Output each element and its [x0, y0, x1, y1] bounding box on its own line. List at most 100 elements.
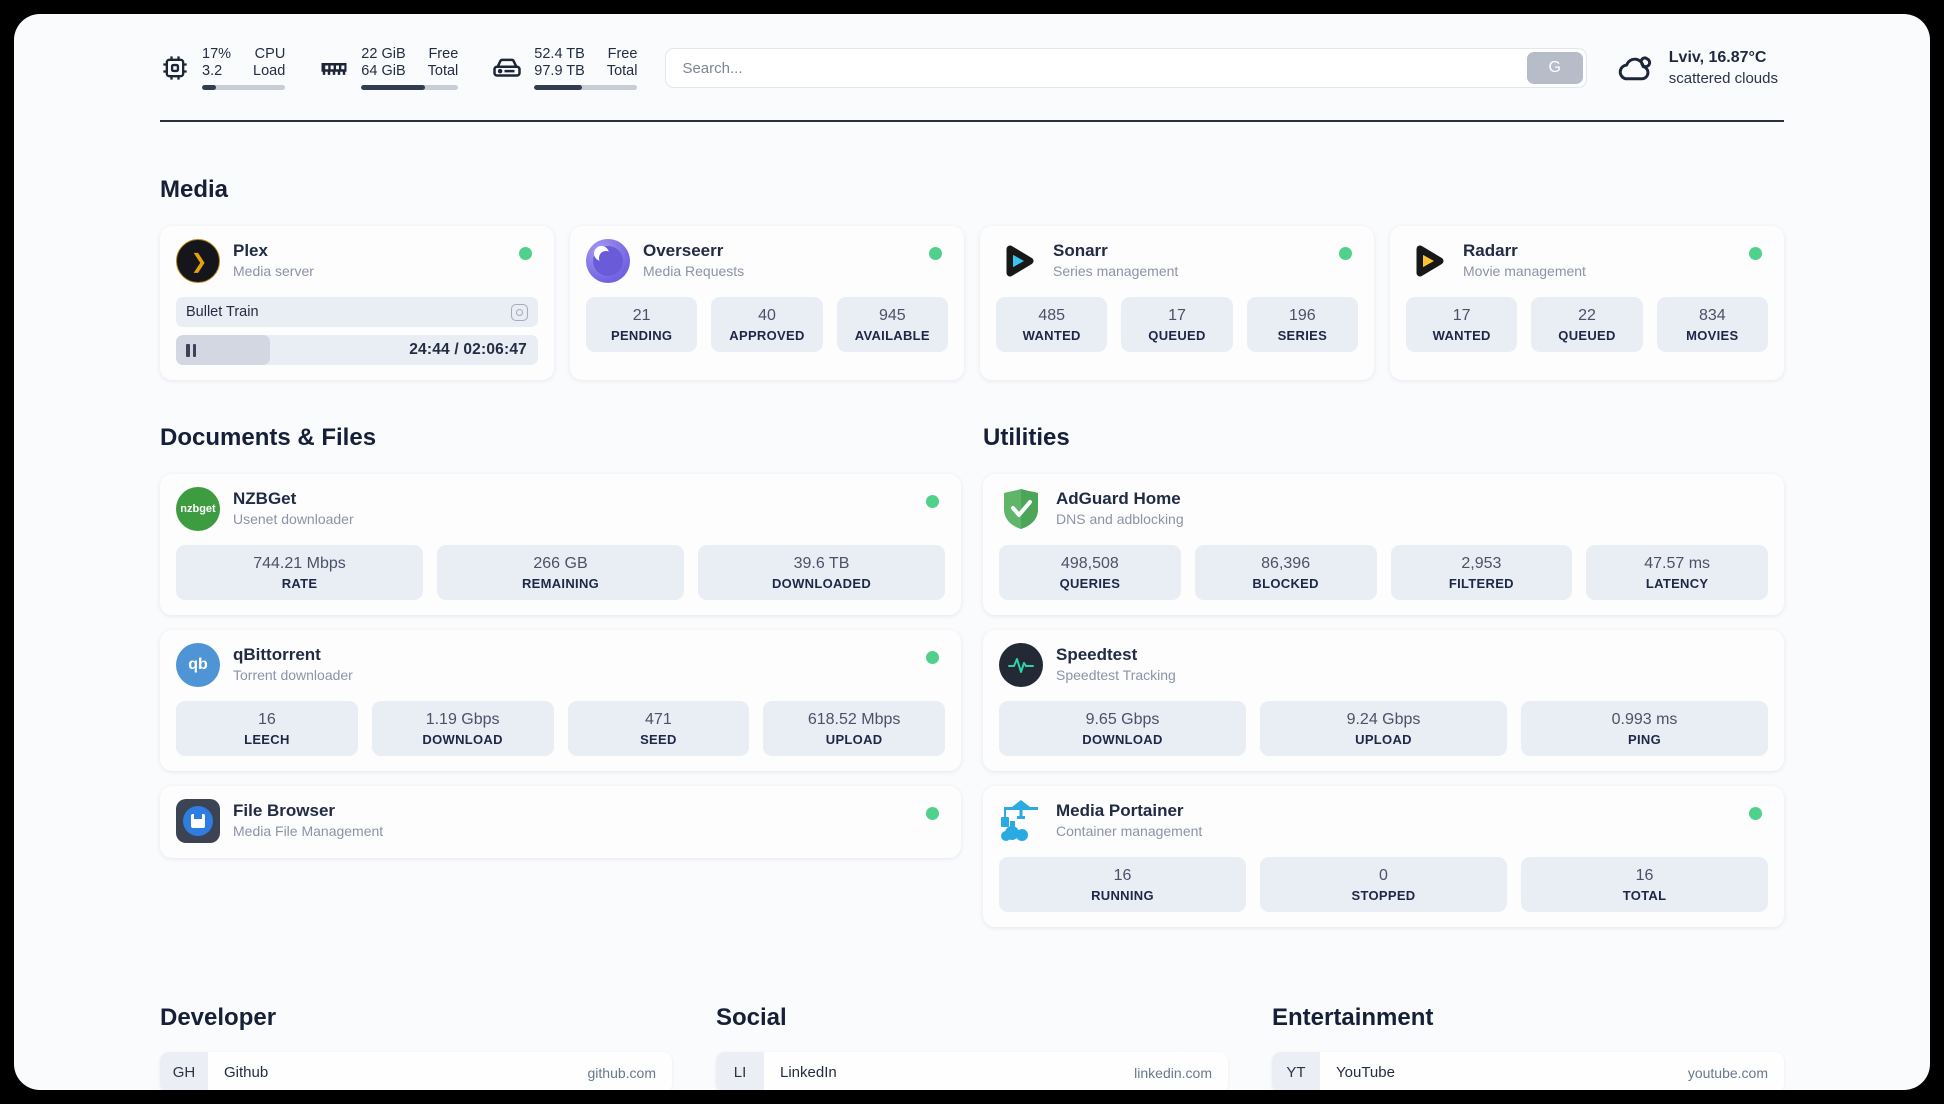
plex-card[interactable]: ❯ Plex Media server Bullet Train 24:44 /… [160, 226, 554, 380]
overseerr-icon [586, 239, 630, 283]
qbittorrent-icon: qb [176, 643, 220, 687]
portainer-card[interactable]: Media Portainer Container management 16 R… [983, 786, 1784, 927]
stat-queries: 498,508 QUERIES [999, 545, 1181, 600]
developer-section-title: Developer [160, 1004, 277, 1031]
status-online-dot [926, 495, 939, 508]
memory-free-label: Free [428, 46, 459, 62]
status-online-dot [519, 247, 532, 260]
stat-download: 9.65 Gbps DOWNLOAD [999, 701, 1246, 756]
overseerr-card[interactable]: Overseerr Media Requests 21 PENDING 40 APP… [570, 226, 964, 380]
app-name: Sonarr [1053, 241, 1108, 260]
status-online-dot [1749, 807, 1762, 820]
search-bar: G [665, 48, 1587, 88]
stat-queued: 17 QUEUED [1121, 297, 1233, 352]
weather-location-temp: Lviv, 16.87°C [1668, 49, 1767, 66]
stat-series: 196 SERIES [1246, 297, 1358, 352]
radarr-card[interactable]: Radarr Movie management 17 WANTED 22 QUEUE… [1390, 226, 1784, 380]
app-desc: Media Requests [643, 263, 745, 279]
disk-progress-bar [534, 85, 638, 90]
speedtest-pulse-icon [999, 643, 1043, 687]
stat-wanted: 17 WANTED [1406, 297, 1518, 352]
stat-upload: 9.24 Gbps UPLOAD [1260, 701, 1507, 756]
stat-remaining: 266 GB REMAINING [437, 545, 684, 600]
cpu-percent: 17% [202, 46, 232, 62]
section-social: Social LI LinkedIn linkedin.com TW Twitt… [716, 1004, 1228, 1090]
bookmark-name: LinkedIn [780, 1064, 837, 1081]
disk-total-value: 97.9 TB [534, 63, 585, 79]
app-name: File Browser [233, 801, 336, 820]
cpu-icon [160, 53, 190, 83]
adguard-card[interactable]: AdGuard Home DNS and adblocking 498,508 Q… [983, 474, 1784, 615]
sonarr-card[interactable]: Sonarr Series management 485 WANTED 17 QUE… [980, 226, 1374, 380]
bookmark-abbr: LI [716, 1052, 764, 1090]
app-desc: Torrent downloader [233, 667, 353, 683]
speedtest-card[interactable]: Speedtest Speedtest Tracking 9.65 Gbps DO… [983, 630, 1784, 771]
dashboard-page: 17% 3.2 CPU Load [14, 14, 1930, 1090]
bookmark-github[interactable]: GH Github github.com [160, 1052, 672, 1090]
disk-free-label: Free [607, 46, 638, 62]
status-online-dot [929, 247, 942, 260]
app-desc: Movie management [1463, 263, 1586, 279]
bookmark-abbr: YT [1272, 1052, 1320, 1090]
stat-filtered: 2,953 FILTERED [1390, 545, 1573, 600]
section-documents-files: Documents & Files nzbget NZBGet Usenet d… [160, 424, 961, 942]
header: 17% 3.2 CPU Load [160, 40, 1784, 96]
app-desc: Container management [1056, 823, 1203, 839]
disk-total-label: Total [606, 63, 638, 79]
cpu-stat: 17% 3.2 CPU Load [160, 46, 286, 90]
bookmark-linkedin[interactable]: LI LinkedIn linkedin.com [716, 1052, 1228, 1090]
cpu-label: CPU [254, 46, 286, 62]
cpu-progress-bar [202, 85, 286, 90]
qbittorrent-card[interactable]: qb qBittorrent Torrent downloader 16 LEEC… [160, 630, 961, 771]
bookmark-name: Github [224, 1064, 269, 1081]
stat-approved: 40 APPROVED [711, 297, 823, 352]
memory-total-value: 64 GiB [361, 63, 406, 79]
stat-downloaded: 39.6 TB DOWNLOADED [698, 545, 945, 600]
section-developer: Developer GH Github github.com SO StackO… [160, 1004, 672, 1090]
filebrowser-icon [176, 799, 220, 843]
stat-upload: 618.52 Mbps UPLOAD [763, 701, 945, 756]
system-stats: 17% 3.2 CPU Load [160, 46, 638, 90]
adguard-shield-icon [999, 487, 1043, 531]
cloud-icon [1615, 51, 1655, 85]
media-type-icon [511, 303, 528, 321]
social-section-title: Social [716, 1004, 787, 1031]
app-name: AdGuard Home [1056, 489, 1181, 508]
memory-progress-bar [361, 85, 459, 90]
bookmark-name: YouTube [1336, 1064, 1395, 1081]
playback-progress: 24:44 / 02:06:47 [176, 335, 538, 365]
plex-icon: ❯ [176, 239, 220, 283]
stat-movies: 834 MOVIES [1656, 297, 1768, 352]
bookmark-url: linkedin.com [1134, 1064, 1212, 1081]
app-name: NZBGet [233, 489, 297, 508]
app-name: Overseerr [643, 241, 724, 260]
status-online-dot [926, 807, 939, 820]
media-section-title: Media [160, 176, 229, 203]
app-desc: DNS and adblocking [1056, 511, 1184, 527]
entertainment-section-title: Entertainment [1272, 1004, 1434, 1031]
radarr-icon [1406, 239, 1450, 283]
stat-leech: 16 LEECH [176, 701, 358, 756]
memory-total-label: Total [427, 63, 459, 79]
search-input[interactable] [665, 48, 1587, 88]
stat-wanted: 485 WANTED [996, 297, 1108, 352]
app-desc: Media File Management [233, 823, 384, 839]
pause-icon [186, 343, 196, 357]
disk-icon [492, 53, 522, 83]
sonarr-icon [996, 239, 1040, 283]
filebrowser-card[interactable]: File Browser Media File Management [160, 786, 961, 858]
app-name: Radarr [1463, 241, 1518, 260]
disk-free-value: 52.4 TB [534, 46, 585, 62]
stat-total: 16 TOTAL [1521, 857, 1768, 912]
section-entertainment: Entertainment YT YouTube youtube.com NF … [1272, 1004, 1784, 1090]
search-engine-button[interactable]: G [1526, 52, 1583, 84]
bookmark-youtube[interactable]: YT YouTube youtube.com [1272, 1052, 1784, 1090]
app-name: Plex [233, 241, 268, 260]
weather-widget[interactable]: Lviv, 16.87°C scattered clouds [1615, 47, 1784, 89]
stat-available: 945 AVAILABLE [836, 297, 948, 352]
stat-stopped: 0 STOPPED [1260, 857, 1507, 912]
bookmark-url: youtube.com [1687, 1064, 1768, 1081]
app-desc: Speedtest Tracking [1056, 667, 1176, 683]
nzbget-card[interactable]: nzbget NZBGet Usenet downloader 744.21 M… [160, 474, 961, 615]
